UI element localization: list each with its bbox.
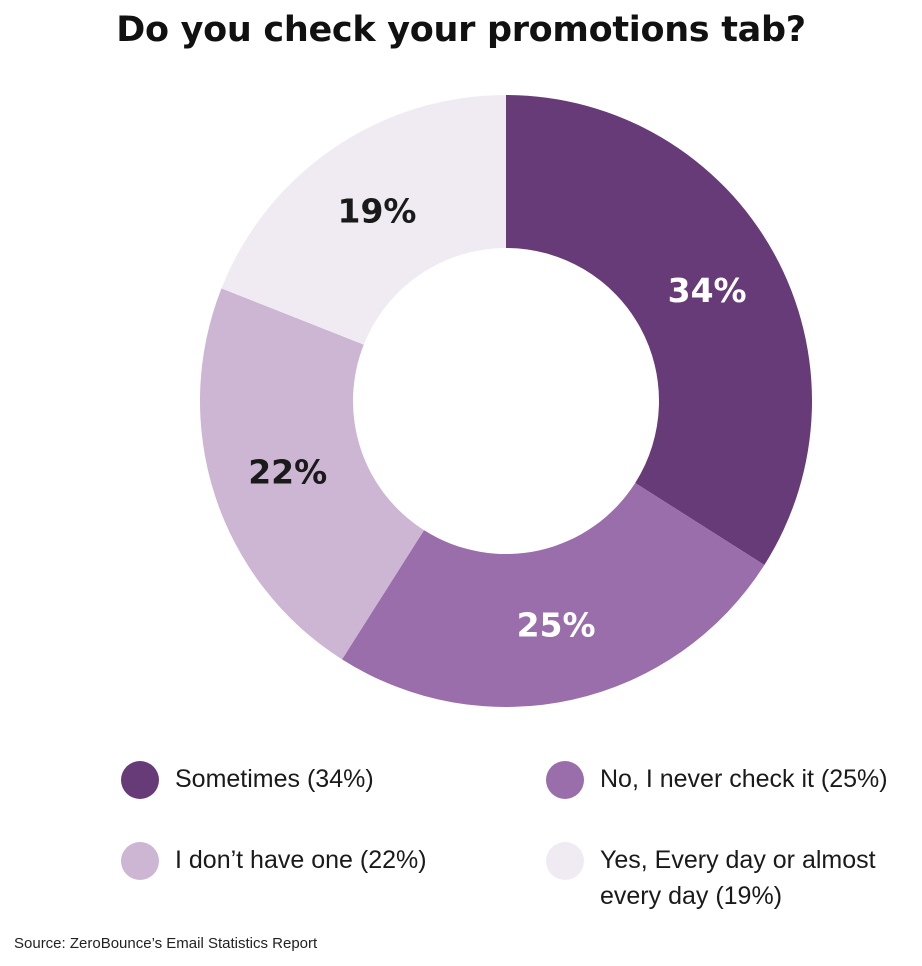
source-note: Source: ZeroBounce’s Email Statistics Re… bbox=[14, 935, 318, 952]
chart-title: Do you check your promotions tab? bbox=[116, 10, 806, 50]
slice-label-never: 25% bbox=[517, 605, 596, 644]
slice-every-day bbox=[221, 94, 506, 345]
slice-label-dont-have: 22% bbox=[248, 452, 327, 491]
slice-label-sometimes: 34% bbox=[668, 271, 747, 310]
slice-never bbox=[342, 482, 765, 707]
slice-sometimes bbox=[506, 95, 812, 565]
slice-dont-have bbox=[199, 288, 425, 660]
slice-label-every-day: 19% bbox=[338, 192, 417, 231]
